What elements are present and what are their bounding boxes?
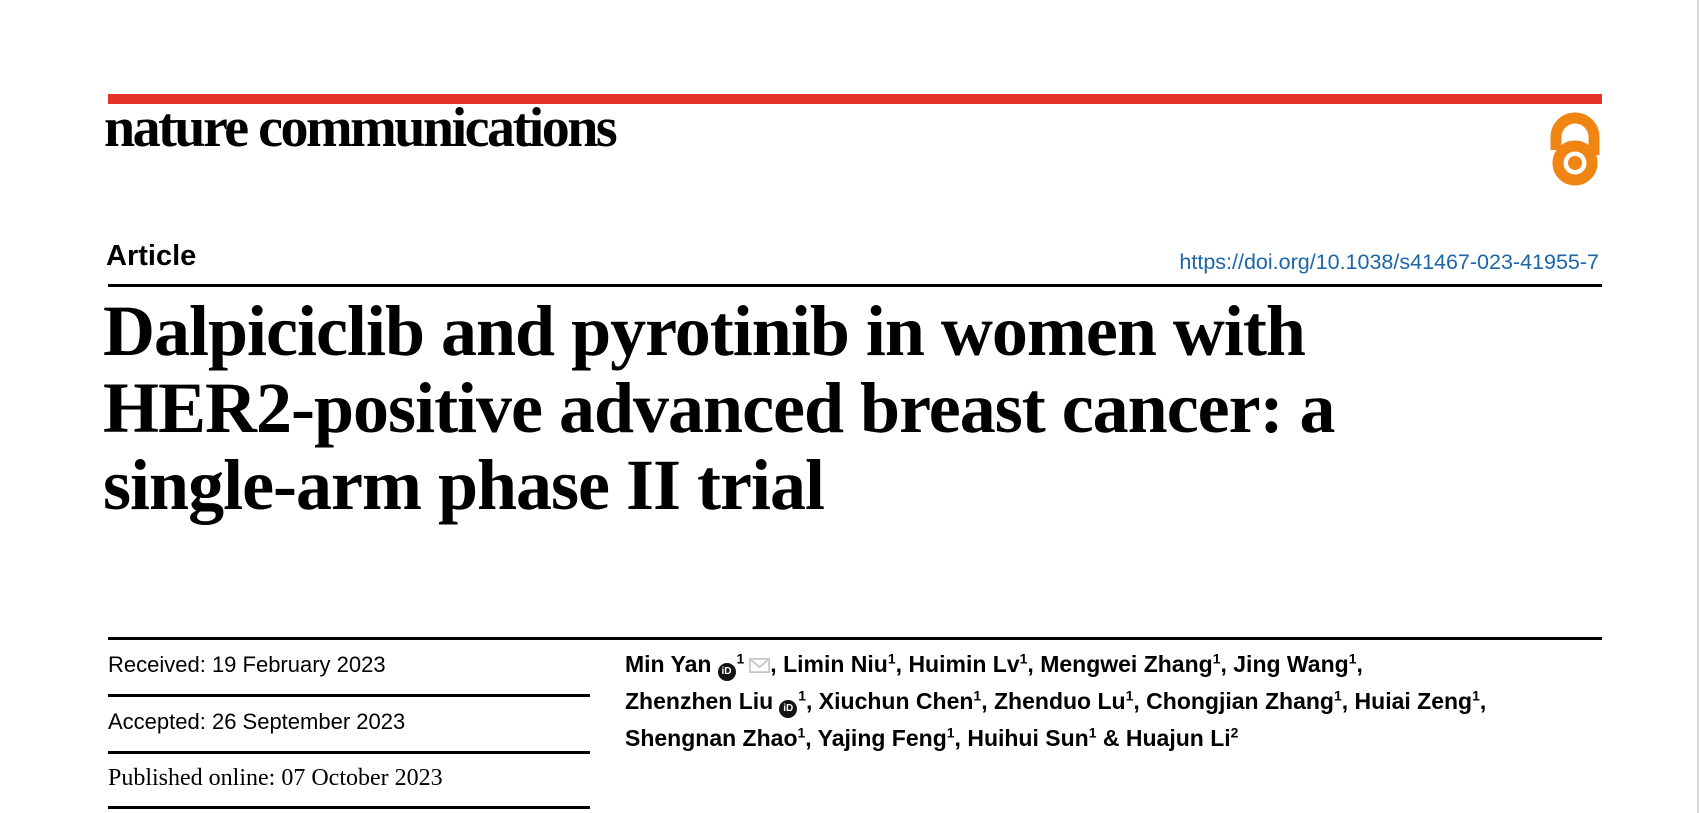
author-separator: , (1356, 651, 1363, 677)
author-line: Min Yan iD1 , Limin Niu1, Huimin Lv1, Men… (625, 646, 1625, 683)
author-separator: & (1096, 725, 1126, 751)
author-line: Zhenzhen Liu iD1, Xiuchun Chen1, Zhenduo … (625, 683, 1625, 720)
doi-link[interactable]: https://doi.org/10.1038/s41467-023-41955… (1179, 250, 1599, 274)
date-row-received: Received: 19 February 2023 (108, 640, 590, 697)
author-separator: , (1479, 688, 1487, 714)
article-type-label: Article (106, 240, 197, 272)
author-separator: , (1220, 651, 1234, 677)
author-name: Huihui Sun (967, 725, 1089, 751)
author-affiliation-sup: 1 (1088, 724, 1097, 741)
author-name: Xiuchun Chen (818, 688, 974, 714)
author-affiliation-sup: 1 (887, 650, 896, 667)
date-text: Published online: 07 October 2023 (108, 765, 443, 791)
author-separator: , (770, 651, 784, 677)
author-affiliation-sup: 1 (973, 687, 982, 704)
orcid-icon[interactable]: iD (717, 663, 736, 681)
author-affiliation-sup: 1 (1348, 650, 1357, 667)
author-affiliation-sup: 2 (1230, 724, 1239, 741)
author-name: Limin Niu (783, 651, 888, 677)
author-name: Huajun Li (1125, 725, 1231, 751)
title-line-1: Dalpiciclib and pyrotinib in women with (103, 291, 1306, 371)
header-divider (108, 284, 1602, 287)
author-name: Huiai Zeng (1354, 688, 1473, 714)
author-name: Zhenzhen Liu (625, 688, 774, 714)
author-name: Huimin Lv (908, 651, 1020, 677)
open-access-icon (1550, 112, 1600, 186)
author-name: Jing Wang (1233, 651, 1349, 677)
date-text: Received: 19 February 2023 (108, 652, 386, 677)
author-line: Shengnan Zhao1, Yajing Feng1, Huihui Sun… (625, 720, 1625, 757)
author-affiliation-sup: 1 (1019, 650, 1028, 667)
author-name: Shengnan Zhao (625, 725, 798, 751)
date-row-published-online: Published online: 07 October 2023 (108, 754, 590, 809)
author-separator: , (806, 688, 819, 714)
page-edge-divider (1697, 0, 1699, 813)
author-name: Zhenduo Lu (994, 688, 1126, 714)
author-name: Mengwei Zhang (1040, 651, 1213, 677)
author-name: Min Yan (625, 651, 712, 677)
date-text: Accepted: 26 September 2023 (108, 709, 406, 734)
author-affiliation-sup: 1 (736, 650, 745, 667)
author-separator: , (1341, 688, 1355, 714)
author-affiliation-sup: 1 (1472, 687, 1480, 704)
dates-panel: Received: 19 February 2023 Accepted: 26 S… (108, 640, 590, 809)
author-affiliation-sup: 1 (797, 724, 806, 741)
title-line-2: HER2-positive advanced breast cancer: a (103, 368, 1336, 448)
orcid-icon[interactable]: iD (779, 700, 798, 718)
author-affiliation-sup: 1 (1333, 687, 1342, 704)
journal-brand-bar (108, 94, 1602, 104)
author-affiliation-sup: 1 (1212, 650, 1221, 667)
author-affiliation-sup: 1 (946, 724, 955, 741)
author-separator: , (1133, 688, 1147, 714)
title-line-3: single-arm phase II trial (103, 445, 825, 525)
author-separator: , (954, 725, 968, 751)
meta-top-divider (108, 637, 1602, 640)
author-list: Min Yan iD1 , Limin Niu1, Huimin Lv1, Men… (625, 646, 1625, 757)
author-name: Yajing Feng (817, 725, 947, 751)
article-title: Dalpiciclib and pyrotinib in women with … (103, 293, 1583, 524)
email-icon[interactable] (749, 657, 771, 673)
date-row-accepted: Accepted: 26 September 2023 (108, 697, 590, 754)
author-separator: , (1027, 651, 1041, 677)
author-separator: , (981, 688, 994, 714)
journal-logo: nature communications (104, 97, 618, 159)
author-affiliation-sup: 1 (1125, 687, 1134, 704)
author-separator: , (895, 651, 909, 677)
author-separator: , (805, 725, 818, 751)
author-affiliation-sup: 1 (798, 687, 807, 704)
author-name: Chongjian Zhang (1146, 688, 1334, 714)
